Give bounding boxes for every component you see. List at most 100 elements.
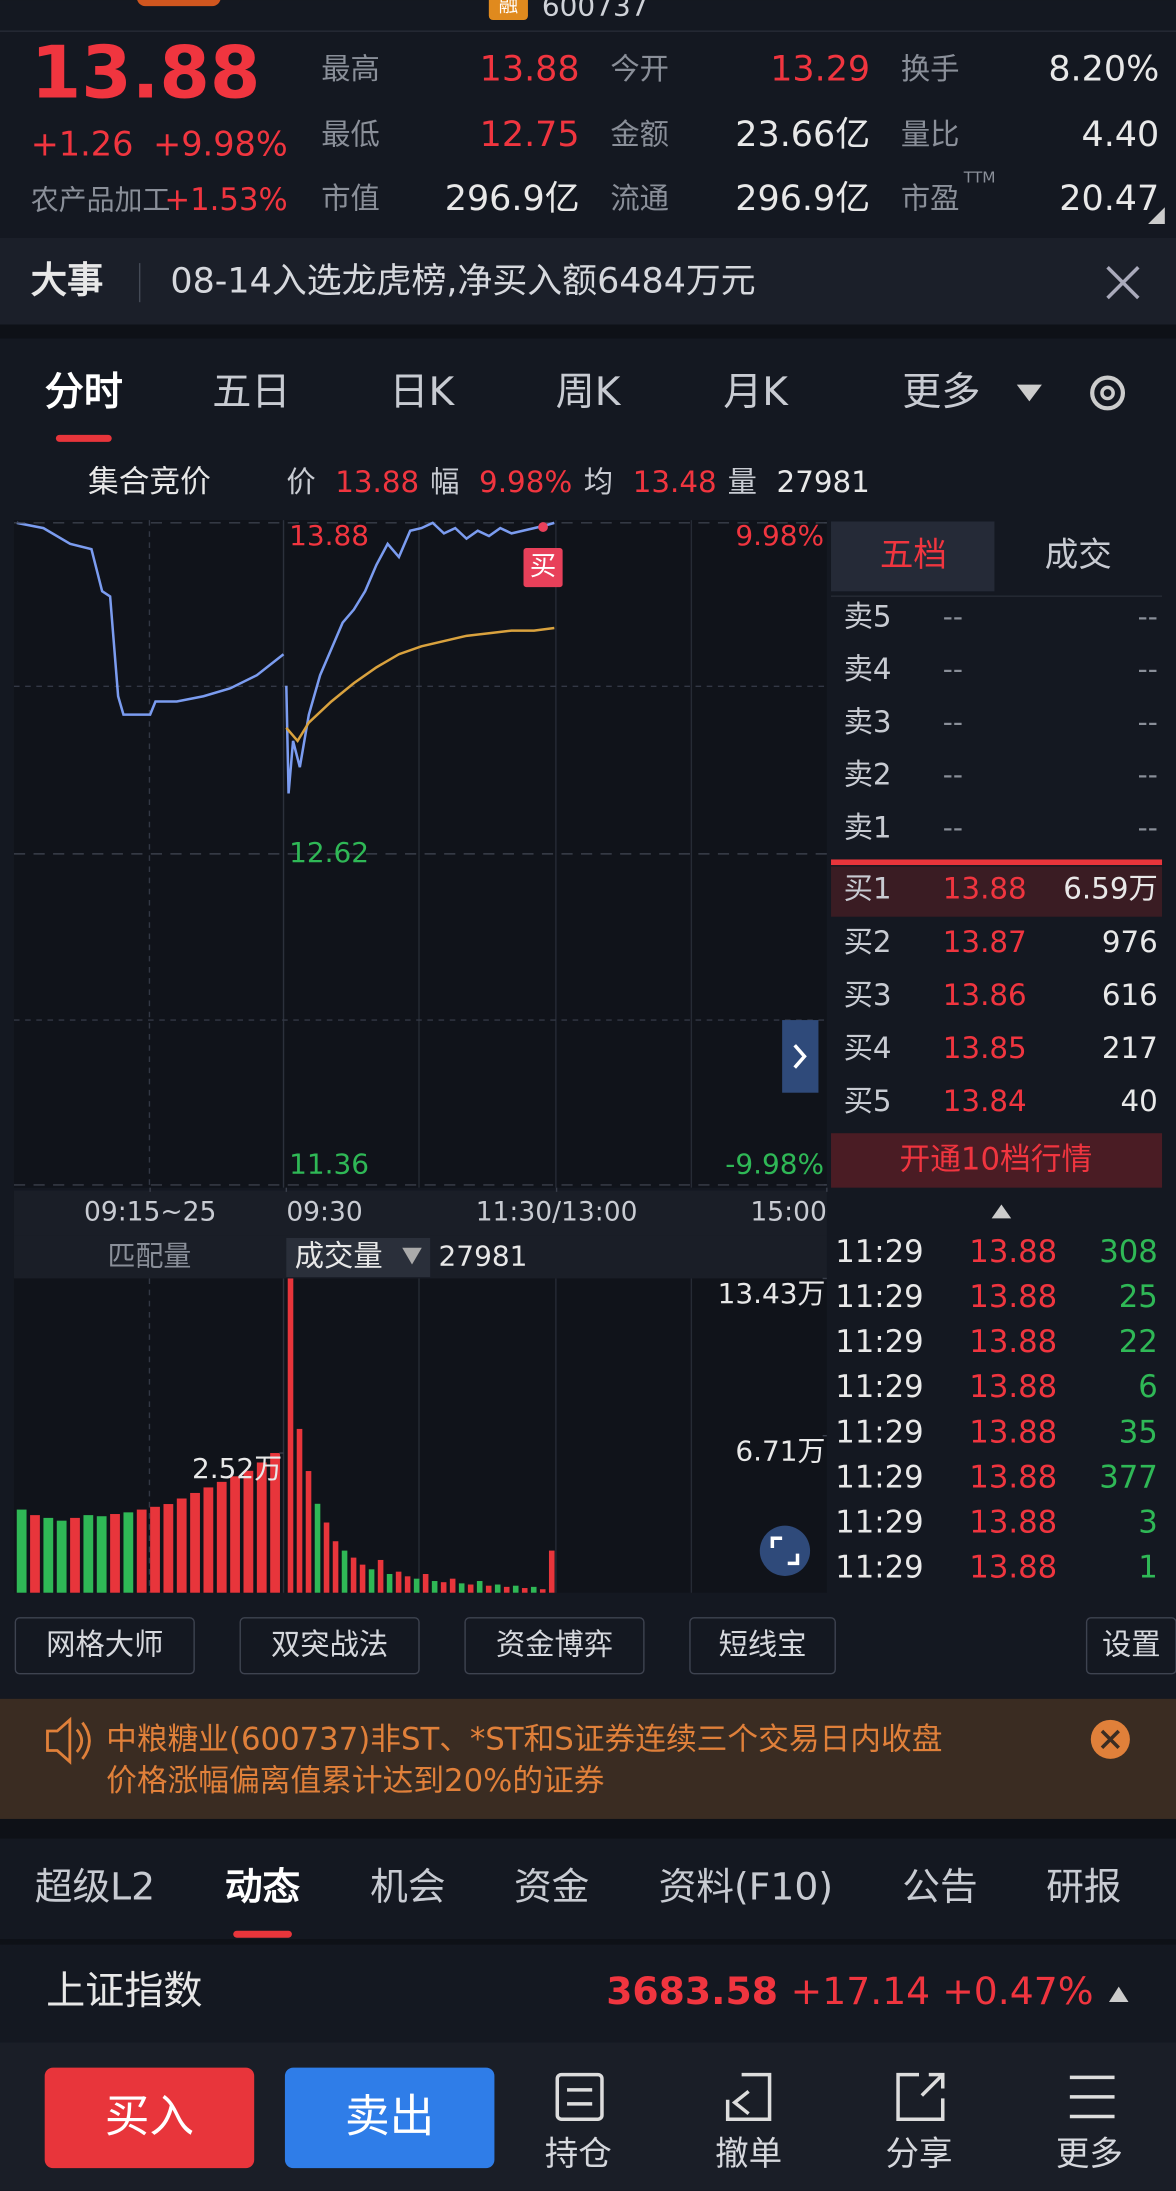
bid-label: 买2 bbox=[844, 925, 892, 959]
news-tag[interactable]: 大事 bbox=[31, 259, 104, 302]
stat-value: 23.66亿 bbox=[735, 115, 870, 155]
trade-time: 11:29 bbox=[835, 1414, 924, 1450]
action-label[interactable]: 更多 bbox=[1056, 2134, 1123, 2173]
period-tab[interactable]: 分时 bbox=[45, 370, 123, 415]
ask-price: -- bbox=[943, 811, 963, 844]
trade-volume: 377 bbox=[1099, 1459, 1158, 1495]
tool-label[interactable]: 资金博弈 bbox=[496, 1627, 613, 1661]
action-label[interactable]: 持仓 bbox=[545, 2134, 612, 2173]
volume-bar bbox=[476, 1581, 483, 1593]
volume-bar bbox=[216, 1481, 227, 1593]
sell-button[interactable] bbox=[284, 2067, 495, 2169]
index-change-pct: +0.47% bbox=[942, 1969, 1093, 2013]
stock-code: 600737 bbox=[542, 0, 649, 22]
trade-time: 11:29 bbox=[835, 1324, 924, 1360]
stat-label: 最高 bbox=[321, 52, 380, 86]
period-tab[interactable]: 月K bbox=[723, 370, 789, 415]
share-icon[interactable] bbox=[896, 2072, 945, 2122]
volume-bar bbox=[256, 1462, 267, 1593]
book-tab[interactable]: 成交 bbox=[1045, 535, 1112, 574]
expand-icon[interactable] bbox=[1108, 1986, 1129, 2002]
book-tab[interactable]: 五档 bbox=[880, 535, 947, 574]
index-name[interactable]: 上证指数 bbox=[46, 1969, 202, 2014]
close-icon bbox=[1100, 1729, 1120, 1749]
sell-label[interactable]: 卖出 bbox=[345, 2090, 434, 2142]
cancel-icon[interactable] bbox=[725, 2072, 772, 2122]
nav-tab[interactable]: 资料(F10) bbox=[659, 1864, 834, 1908]
volume-bar bbox=[305, 1471, 312, 1593]
period-tab[interactable]: 五日 bbox=[212, 370, 290, 415]
trade-volume: 35 bbox=[1119, 1414, 1158, 1450]
close-icon[interactable] bbox=[1106, 266, 1140, 300]
holdings-icon[interactable] bbox=[555, 2072, 604, 2122]
tool-button[interactable] bbox=[689, 1617, 836, 1675]
nav-tab[interactable]: 资金 bbox=[514, 1864, 589, 1908]
nav-tab[interactable]: 公告 bbox=[902, 1864, 977, 1908]
volume-bar bbox=[386, 1573, 393, 1593]
sector-change: +1.53% bbox=[164, 182, 287, 218]
stat-label: 换手 bbox=[901, 52, 960, 86]
dropdown-icon[interactable] bbox=[1016, 384, 1042, 402]
tool-button[interactable] bbox=[1085, 1617, 1176, 1675]
tool-label[interactable]: 短线宝 bbox=[719, 1627, 807, 1661]
period-tab[interactable]: 周K bbox=[556, 370, 622, 415]
tool-label[interactable]: 网格大师 bbox=[46, 1627, 163, 1661]
nav-tab[interactable]: 超级L2 bbox=[35, 1864, 155, 1908]
tool-button[interactable] bbox=[14, 1617, 195, 1675]
tool-label[interactable]: 设置 bbox=[1102, 1627, 1161, 1661]
volume-bar bbox=[203, 1487, 214, 1593]
volume-bar bbox=[16, 1509, 27, 1593]
news-text[interactable]: 08-14入选龙虎榜,净买入额6484万元 bbox=[170, 262, 755, 302]
trade-marker bbox=[523, 548, 563, 588]
nav-tab[interactable]: 机会 bbox=[370, 1864, 445, 1908]
period-tab[interactable]: 日K bbox=[389, 370, 455, 415]
volume-title[interactable]: 成交量 bbox=[295, 1239, 383, 1273]
bid-price: 13.85 bbox=[943, 1031, 1027, 1065]
settings-icon[interactable] bbox=[1090, 375, 1126, 411]
stat-label: 金额 bbox=[610, 117, 669, 151]
volume-bar bbox=[350, 1557, 357, 1593]
dropdown-icon bbox=[402, 1247, 422, 1265]
auction-volume-title: 匹配量 bbox=[108, 1240, 192, 1273]
volume-selector[interactable] bbox=[286, 1237, 431, 1278]
buy-button[interactable] bbox=[44, 2067, 255, 2169]
upgrade-text[interactable]: 开通10档行情 bbox=[899, 1142, 1092, 1178]
quote-value: 13.88 bbox=[335, 465, 419, 499]
quote-value: 27981 bbox=[777, 465, 870, 499]
upgrade-button[interactable] bbox=[831, 1133, 1163, 1188]
y-tick-label: 13.88 bbox=[289, 519, 369, 552]
tool-button[interactable] bbox=[464, 1617, 645, 1675]
notice-bar bbox=[0, 1698, 1176, 1819]
nav-tab[interactable]: 动态 bbox=[225, 1864, 301, 1908]
nav-tab[interactable]: 研报 bbox=[1046, 1864, 1121, 1908]
bid-price: 13.84 bbox=[943, 1084, 1027, 1118]
ask-price: -- bbox=[943, 653, 963, 686]
panel-toggle[interactable] bbox=[782, 1020, 819, 1093]
y-tick-label: 6.71万 bbox=[735, 1434, 825, 1467]
trade-time: 11:29 bbox=[835, 1459, 924, 1495]
settings-icon bbox=[1100, 385, 1115, 401]
buy-label[interactable]: 买入 bbox=[105, 2090, 194, 2142]
trade-volume: 6 bbox=[1138, 1369, 1158, 1405]
expand-button[interactable] bbox=[759, 1525, 811, 1576]
divider bbox=[831, 595, 1163, 597]
volume-bar bbox=[176, 1498, 187, 1593]
trade-volume: 25 bbox=[1119, 1279, 1158, 1315]
tool-label[interactable]: 双突战法 bbox=[271, 1627, 388, 1661]
price-change-pct: +9.98% bbox=[153, 124, 288, 163]
x-tick-label: 15:00 bbox=[750, 1196, 826, 1227]
trade-price: 13.88 bbox=[969, 1324, 1057, 1360]
x-tick-label: 09:30 bbox=[286, 1196, 362, 1227]
tool-button[interactable] bbox=[239, 1617, 420, 1675]
collapse-icon[interactable] bbox=[991, 1204, 1012, 1219]
volume-bar bbox=[494, 1584, 501, 1593]
news-bar[interactable] bbox=[0, 237, 1176, 325]
ask-price: -- bbox=[943, 758, 963, 791]
action-label[interactable]: 分享 bbox=[885, 2134, 952, 2173]
price-change: +1.26 bbox=[31, 124, 134, 163]
period-tab[interactable]: 更多 bbox=[902, 370, 980, 415]
expand-icon bbox=[770, 1536, 800, 1566]
volume-bar bbox=[422, 1573, 429, 1593]
action-label[interactable]: 撤单 bbox=[715, 2134, 782, 2173]
more-icon[interactable] bbox=[1069, 2075, 1115, 2119]
